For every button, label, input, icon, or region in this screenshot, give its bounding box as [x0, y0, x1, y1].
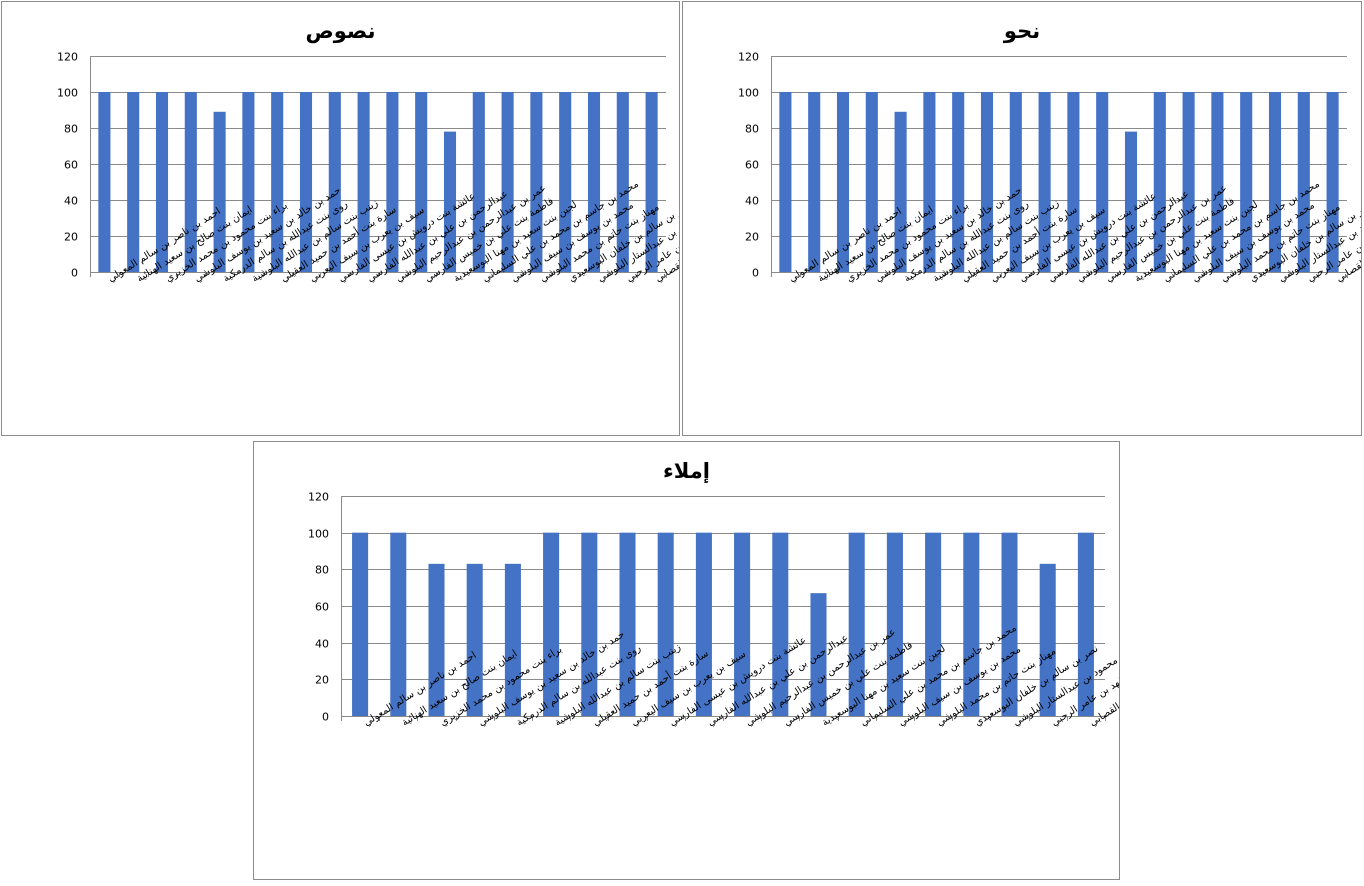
bar — [1001, 532, 1018, 716]
bar — [242, 92, 255, 272]
bar — [810, 593, 827, 716]
bar — [127, 92, 140, 272]
bar — [865, 92, 878, 272]
y-tick-label: 0 — [71, 267, 78, 280]
y-tick-label: 120 — [57, 51, 78, 64]
bar — [1326, 92, 1339, 272]
bar — [734, 532, 751, 716]
chart-panel-imla: إملاء 0 20 40 60 80 100 120 احمد بن ناصر بن سالم… — [253, 441, 1120, 880]
bar — [923, 92, 936, 272]
bar — [559, 92, 572, 272]
bar — [587, 92, 601, 272]
bar — [980, 92, 994, 272]
bar — [184, 92, 197, 272]
bar — [213, 111, 226, 272]
bar — [1153, 92, 1166, 272]
bar — [848, 532, 865, 716]
y-tick-label: 20 — [315, 674, 329, 687]
chart-title: نصوص — [306, 19, 376, 43]
bar — [1009, 92, 1022, 272]
bar — [619, 532, 636, 716]
bar — [894, 111, 907, 272]
y-tick-label: 60 — [315, 601, 329, 614]
bar — [357, 92, 370, 272]
bar — [657, 532, 674, 716]
bar — [1039, 563, 1056, 716]
bar — [466, 563, 483, 716]
bar — [695, 532, 712, 716]
bar — [886, 532, 903, 716]
bar — [808, 92, 821, 272]
bar — [428, 563, 445, 716]
bar — [1067, 92, 1080, 272]
y-tick-label: 60 — [745, 159, 759, 172]
y-tick-label: 40 — [64, 195, 78, 208]
y-tick-label: 60 — [64, 159, 78, 172]
bar — [530, 92, 543, 272]
y-tick-label: 80 — [315, 564, 329, 577]
chart-panel-nusus: نصوص 0 20 40 60 80 100 120 احمد بن ناصر بن سالم … — [1, 1, 680, 436]
bar — [415, 92, 428, 272]
bar — [328, 92, 341, 272]
bar — [98, 92, 111, 272]
bar — [155, 92, 169, 272]
bar — [963, 532, 980, 716]
bar — [1297, 92, 1310, 272]
y-tick-label: 100 — [57, 87, 78, 100]
y-tick-label: 80 — [64, 123, 78, 136]
bar — [581, 532, 598, 716]
bar — [443, 131, 457, 272]
bar — [952, 92, 965, 272]
bar — [504, 563, 521, 716]
chart-title: إملاء — [663, 459, 710, 483]
bar — [386, 92, 399, 272]
y-tick-label: 0 — [752, 267, 759, 280]
bar — [472, 92, 485, 272]
y-tick-label: 100 — [308, 528, 329, 541]
bar — [1268, 92, 1282, 272]
bar — [352, 532, 369, 716]
chart-panel-nahw: نحو 0 20 40 60 80 100 120 احمد بن ناصر بن سالم ا… — [682, 1, 1362, 436]
y-tick-label: 0 — [322, 711, 329, 724]
bar — [779, 92, 792, 272]
y-tick-label: 120 — [738, 51, 759, 64]
bar — [1038, 92, 1051, 272]
bar — [299, 92, 313, 272]
y-tick-label: 20 — [64, 231, 78, 244]
bar — [925, 532, 942, 716]
bar — [1077, 532, 1094, 716]
bar — [1124, 131, 1138, 272]
y-tick-label: 40 — [745, 195, 759, 208]
bar — [1240, 92, 1253, 272]
bar — [1182, 92, 1195, 272]
y-tick-label: 120 — [308, 491, 329, 504]
y-tick-label: 20 — [745, 231, 759, 244]
bar — [772, 532, 789, 716]
y-tick-label: 100 — [738, 87, 759, 100]
bar — [271, 92, 284, 272]
chart-title: نحو — [1003, 19, 1040, 43]
bar — [501, 92, 514, 272]
bar — [645, 92, 658, 272]
bar — [836, 92, 850, 272]
bar — [390, 532, 407, 716]
bar — [543, 532, 560, 716]
y-tick-label: 40 — [315, 638, 329, 651]
bar — [616, 92, 629, 272]
y-tick-label: 80 — [745, 123, 759, 136]
bar — [1211, 92, 1224, 272]
bar — [1096, 92, 1109, 272]
